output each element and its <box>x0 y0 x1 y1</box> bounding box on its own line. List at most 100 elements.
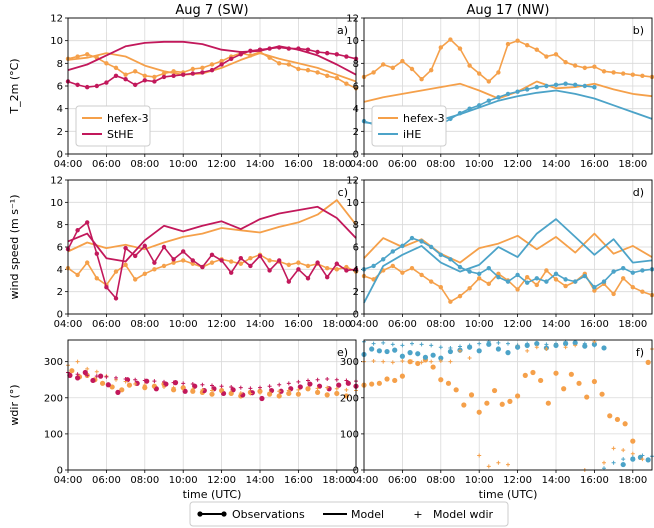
panel-f-series-0-point-37 <box>645 359 651 365</box>
panel-f-series-0-point-16 <box>484 400 490 406</box>
panel-c-series-2-point-16 <box>219 258 224 263</box>
panel-b-series-2-point-18 <box>534 84 539 90</box>
panel-f-series-3-plus-21 <box>563 339 568 344</box>
panel-a-series-2-point-26 <box>315 49 320 55</box>
panel-f-xtick-label-7: 18:00 <box>618 475 647 486</box>
panel-f-series-3-plus-9 <box>448 345 453 350</box>
xlabel-left: time (UTC) <box>183 488 242 501</box>
panel-f-series-2-plus-15 <box>506 462 510 467</box>
panel-e-ylabel: wdir (°) <box>8 384 21 425</box>
panel-a-series-2-point-27 <box>325 50 330 56</box>
panel-f-series-3-plus-2 <box>381 340 386 345</box>
panel-a-series-2-point-6 <box>123 77 128 82</box>
panel-f-series-0-point-32 <box>607 413 613 419</box>
panel-c-series-2-point-7 <box>133 253 138 259</box>
panel-c-series-2-point-4 <box>104 285 109 290</box>
panel-d-xtick-label-5: 14:00 <box>542 319 571 330</box>
panel-b-series-0-point-24 <box>592 64 597 69</box>
panel-e-series-2-plus-14 <box>200 387 205 392</box>
panel-f-series-3-plus-22 <box>573 340 578 345</box>
panel-c-series-2-point-2 <box>85 220 90 225</box>
panel-f-series-2-plus-26 <box>611 446 616 451</box>
panel-b-series-2-point-23 <box>582 83 587 89</box>
panel-c-series-0-point-13 <box>190 261 195 266</box>
panel-a-legend-box <box>75 105 151 147</box>
panel-e-series-2-plus-26 <box>315 386 320 391</box>
panel-b-series-2-point-16 <box>515 89 520 94</box>
panel-e-series-1-point-0 <box>67 372 73 378</box>
panel-a-xtick-label-0: 04:00 <box>54 159 83 170</box>
panel-b-series-2-point-24 <box>592 84 597 90</box>
panel-f-series-2-plus-8 <box>438 358 443 363</box>
panel-c-series-2-point-9 <box>152 260 157 265</box>
panel-e-series-2-plus-11 <box>171 385 176 390</box>
panel-f-series-3-plus-20 <box>554 341 558 346</box>
panel-a-series-2-point-10 <box>161 74 167 80</box>
panel-e-series-0-point-16 <box>209 391 215 397</box>
panel-b-ytick-label-4: 8 <box>353 59 359 70</box>
panel-a-ytick-label-2: 4 <box>57 104 63 115</box>
panel-d-series-2-point-8 <box>438 252 443 258</box>
panel-e-series-2-plus-24 <box>296 387 301 392</box>
panel-c-series-2-point-28 <box>334 261 339 266</box>
panel-e-series-2-plus-9 <box>152 384 157 389</box>
panel-c-series-2-point-27 <box>325 274 330 280</box>
panel-f-series-0-point-7 <box>415 360 421 367</box>
panel-e-series-1-point-1 <box>75 375 81 381</box>
panel-e-series-2-plus-2 <box>85 366 90 371</box>
panel-a-series-2-point-5 <box>113 73 119 79</box>
panel-d-ytick-label-4: 8 <box>353 220 359 231</box>
panel-a-series-0-point-7 <box>133 69 138 74</box>
panel-c-series-1-line <box>67 199 357 253</box>
panel-c: 0 2 4 6 8 10 12 04:00 06:00 08:00 10:00 12:00 14:00 1… <box>8 176 359 330</box>
panel-e-xtick-label-2: 08:00 <box>130 475 159 486</box>
panel-c-series-0-point-7 <box>133 277 138 282</box>
legend-wdir-label: Model wdir <box>433 508 494 521</box>
panel-c-series-0-point-28 <box>334 267 339 272</box>
panel-e-ytick-label-3: 300 <box>44 357 63 368</box>
panel-f-series-2-plus-11 <box>467 356 472 361</box>
panel-b-series-2-point-14 <box>496 95 501 100</box>
legend-obs-marker-a <box>197 511 203 517</box>
panel-c-xtick-label-7: 18:00 <box>322 319 351 330</box>
panel-d-series-2-point-14 <box>496 274 501 280</box>
panel-a-series-0-point-8 <box>142 73 147 79</box>
panel-c-ytick-label-6: 12 <box>50 176 63 187</box>
panel-b-series-0-point-10 <box>457 46 463 51</box>
panel-e-series-1-point-6 <box>115 389 121 395</box>
panel-a-xtick-label-1: 06:00 <box>92 159 121 170</box>
panel-c-xtick-label-5: 14:00 <box>246 319 275 330</box>
panel-c-series-2-point-17 <box>229 270 234 275</box>
panel-e-series-2-plus-1 <box>75 359 80 364</box>
panel-a-series-0-point-4 <box>104 61 109 66</box>
panel-f-series-1-point-5 <box>399 353 405 359</box>
panel-f-series-0-point-5 <box>399 373 405 379</box>
panel-a-series-2-point-4 <box>104 80 109 85</box>
panel-e: 0 100 200 300 04:00 06:00 08:00 10:00 12:00 14:00… <box>8 339 359 486</box>
panel-c-xtick-label-3: 10:00 <box>169 319 198 330</box>
panel-d-series-0-point-14 <box>496 271 501 276</box>
panel-b-ytick-label-6: 12 <box>346 14 359 25</box>
panel-e-series-3-plus-5 <box>114 375 118 380</box>
panel-a-series-0-point-6 <box>123 72 128 77</box>
panel-c-ytick-label-2: 4 <box>57 265 63 276</box>
panel-f-series-2-plus-24 <box>592 339 597 344</box>
panel-b-series-0-point-28 <box>630 72 635 77</box>
panel-b-series-0-point-14 <box>496 70 501 75</box>
panel-f-series-2-plus-9 <box>448 359 453 364</box>
panel-c-series-0-point-1 <box>75 272 80 278</box>
panel-b-ytick-label-5: 10 <box>346 36 359 47</box>
panel-e-series-2-plus-10 <box>162 384 166 389</box>
panel-e-series-1-point-27 <box>316 383 323 389</box>
panel-a-series-0-point-25 <box>305 67 311 73</box>
panel-c-xtick-label-2: 08:00 <box>130 319 159 330</box>
panel-b-series-0-point-20 <box>553 52 559 57</box>
panel-e-ytick-label-2: 200 <box>44 393 63 404</box>
panel-f-series-2-plus-17 <box>525 348 530 353</box>
panel-e-series-1-point-11 <box>163 381 169 387</box>
panel-e-series-1-point-8 <box>134 380 140 386</box>
panel-a-series-2-point-16 <box>219 62 224 67</box>
panel-f-series-0-point-29 <box>584 394 590 400</box>
panel-a-ytick-label-4: 8 <box>57 59 63 70</box>
panel-b-series-2-point-21 <box>563 81 568 86</box>
